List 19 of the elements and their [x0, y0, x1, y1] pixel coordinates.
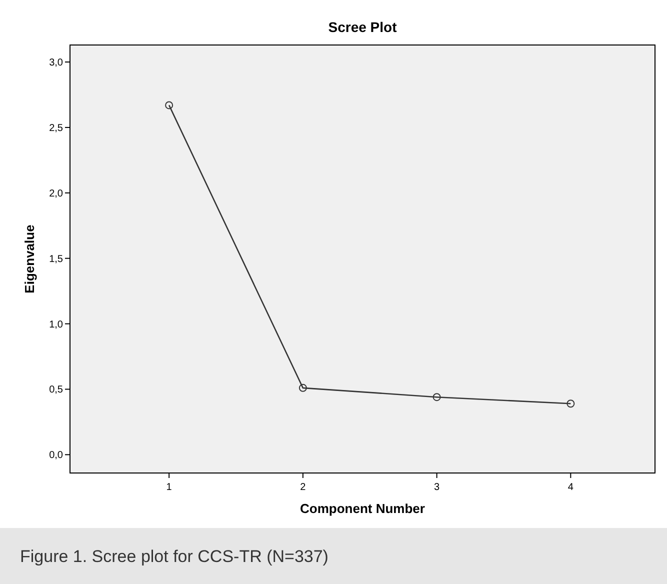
point	[298, 384, 307, 392]
point	[165, 101, 174, 110]
y-tick-label: 3,0	[49, 58, 64, 69]
x-tick-label: 1	[166, 482, 172, 493]
y-tick-label: 2,5	[49, 122, 64, 134]
y-tick-label: 1,5	[49, 254, 64, 265]
caption: Figure 1. Scree plot for CCS-TR (N=337)	[20, 547, 328, 566]
y-tick-label: 2,0	[49, 188, 64, 200]
y-axis-title: Eigenvalue	[22, 224, 37, 294]
chart-title: Scree Plot	[328, 19, 398, 35]
x-tick-label: 4	[568, 482, 574, 493]
y-tick-label: 0,5	[49, 384, 64, 396]
y-tick-label: 0,0	[49, 450, 64, 462]
x-axis-title: Component Number	[300, 501, 425, 516]
y-tick-label: 1,0	[49, 319, 64, 330]
point	[432, 393, 441, 402]
x-tick-label: 3	[434, 482, 440, 493]
x-tick-label: 2	[300, 482, 306, 493]
point	[566, 400, 575, 408]
